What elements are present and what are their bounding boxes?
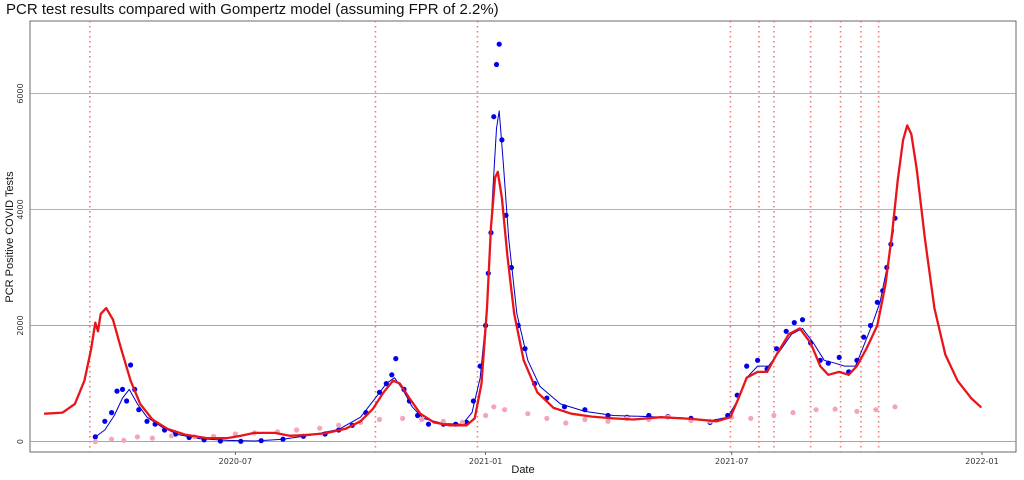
data-point-2 bbox=[892, 404, 898, 410]
data-point-2 bbox=[873, 407, 879, 413]
data-point-0 bbox=[874, 299, 880, 305]
x-tick-label: 2021-01 bbox=[469, 457, 502, 466]
chart-title: PCR test results compared with Gompertz … bbox=[6, 1, 499, 18]
x-tick-label: 2020-07 bbox=[219, 457, 252, 466]
y-tick-label: 0 bbox=[16, 439, 25, 444]
data-point-0 bbox=[491, 114, 497, 120]
data-point-2 bbox=[582, 416, 588, 423]
plot-border bbox=[29, 20, 1017, 453]
data-point-0 bbox=[119, 386, 126, 392]
x-axis-label: Date bbox=[511, 464, 534, 476]
data-point-2 bbox=[491, 404, 497, 410]
data-point-2 bbox=[317, 425, 323, 431]
data-point-2 bbox=[419, 416, 425, 423]
data-point-2 bbox=[459, 419, 466, 425]
data-point-2 bbox=[563, 420, 569, 426]
data-point-2 bbox=[440, 418, 446, 424]
data-point-0 bbox=[791, 320, 797, 326]
data-point-2 bbox=[134, 434, 140, 440]
data-point-0 bbox=[393, 356, 399, 362]
x-tick-label: 2021-07 bbox=[715, 457, 748, 466]
data-point-2 bbox=[605, 418, 611, 424]
data-point-0 bbox=[109, 410, 115, 416]
y-tick-label: 4000 bbox=[16, 199, 25, 219]
data-point-2 bbox=[790, 410, 796, 416]
data-point-2 bbox=[748, 415, 754, 421]
event-lines bbox=[89, 21, 880, 452]
x-tick-label: 2022-01 bbox=[965, 457, 998, 466]
data-point-0 bbox=[755, 357, 761, 363]
data-point-0 bbox=[783, 328, 789, 334]
data-point-0 bbox=[836, 354, 842, 360]
data-point-2 bbox=[109, 436, 115, 442]
data-point-2 bbox=[168, 433, 174, 439]
data-point-0 bbox=[144, 418, 150, 424]
data-point-0 bbox=[389, 372, 395, 378]
data-point-2 bbox=[832, 406, 838, 412]
data-point-0 bbox=[128, 362, 134, 368]
x-axis-ticks: 2020-07 2021-01 2021-07 2022-01 bbox=[219, 452, 999, 466]
y-tick-label: 2000 bbox=[16, 315, 25, 335]
data-series bbox=[43, 41, 982, 445]
data-point-0 bbox=[493, 61, 500, 68]
data-point-2 bbox=[400, 415, 406, 421]
data-point-2 bbox=[502, 407, 508, 413]
y-axis-ticks: 0 2000 4000 6000 bbox=[16, 83, 25, 444]
data-point-0 bbox=[425, 421, 432, 427]
data-point-0 bbox=[238, 438, 244, 444]
series-line-1 bbox=[94, 110, 895, 442]
series-line-3 bbox=[43, 124, 982, 440]
data-point-2 bbox=[525, 411, 531, 417]
data-point-2 bbox=[483, 412, 489, 419]
data-point-2 bbox=[149, 435, 155, 441]
data-point-2 bbox=[121, 437, 127, 443]
data-point-0 bbox=[496, 41, 502, 47]
data-point-2 bbox=[232, 431, 238, 437]
data-point-0 bbox=[102, 418, 108, 424]
data-point-0 bbox=[114, 388, 120, 394]
y-tick-label: 6000 bbox=[16, 83, 25, 103]
data-point-0 bbox=[861, 334, 867, 340]
data-point-2 bbox=[92, 439, 98, 445]
data-point-0 bbox=[124, 398, 130, 404]
gridlines bbox=[30, 93, 1016, 442]
data-point-2 bbox=[544, 415, 550, 421]
data-point-2 bbox=[771, 412, 777, 419]
y-axis-label: PCR Positive COVID Tests bbox=[4, 171, 16, 303]
data-point-2 bbox=[813, 407, 819, 413]
data-point-0 bbox=[744, 363, 750, 369]
data-point-2 bbox=[336, 422, 342, 428]
data-point-0 bbox=[774, 346, 780, 352]
data-point-2 bbox=[376, 416, 383, 423]
data-point-2 bbox=[294, 427, 300, 433]
data-point-0 bbox=[799, 317, 806, 323]
data-point-2 bbox=[854, 408, 860, 414]
